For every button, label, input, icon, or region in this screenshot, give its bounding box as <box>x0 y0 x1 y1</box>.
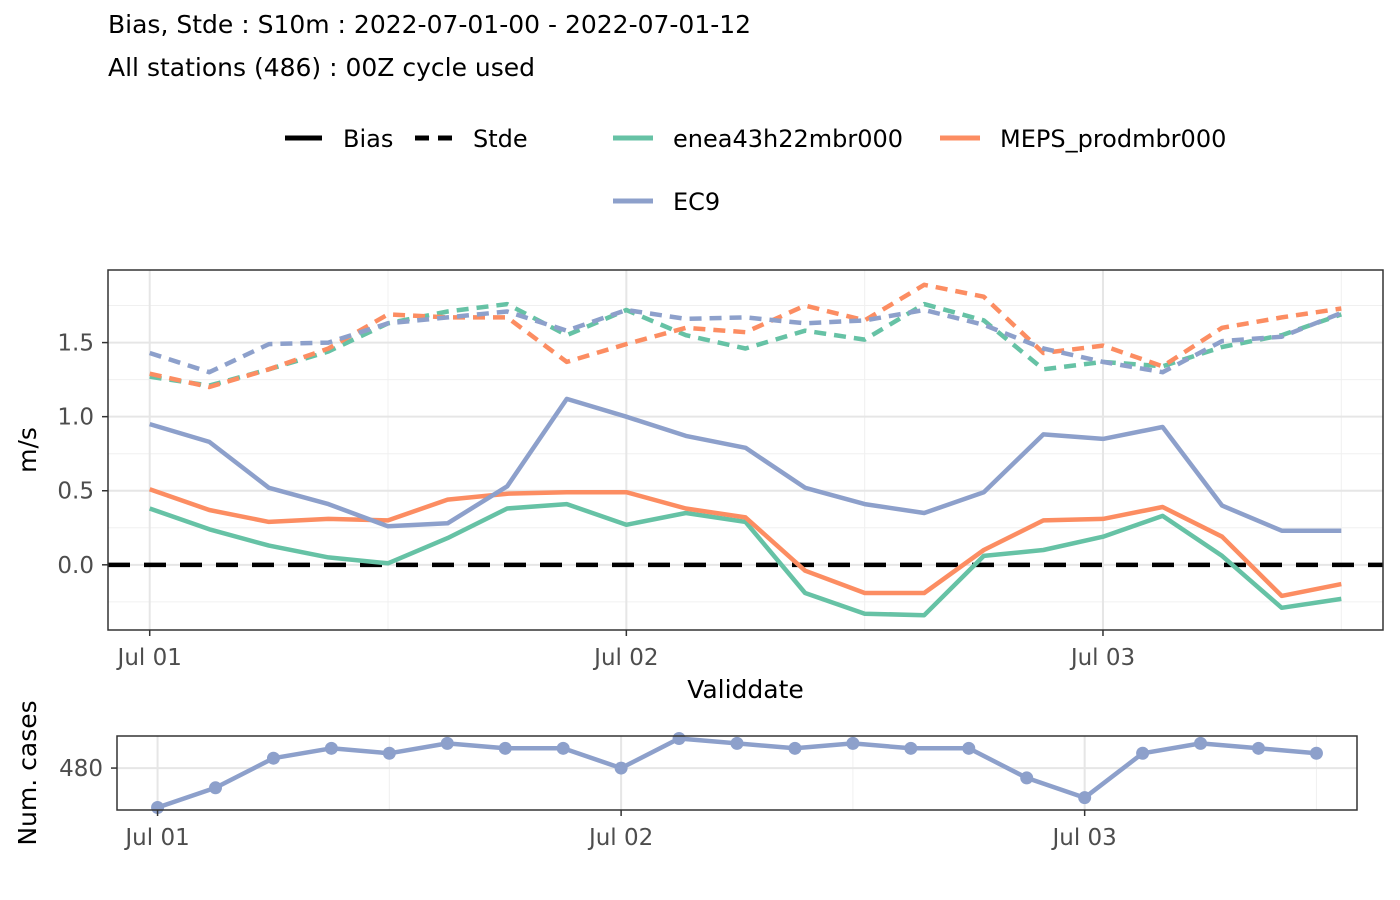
x-tick-label-0: Jul 01 <box>116 645 182 671</box>
y-tick-label-1: 0.5 <box>57 479 94 505</box>
cases-point-17 <box>1136 746 1150 760</box>
y-tick-label-0: 0.0 <box>57 553 94 579</box>
cases-point-20 <box>1309 746 1323 760</box>
cases-point-6 <box>498 741 512 755</box>
x-tick-label-1: Jul 02 <box>592 645 658 671</box>
series-line-bias-1 <box>148 487 1342 599</box>
legend-label-stde: Stde <box>473 125 528 153</box>
cases-point-12 <box>846 736 860 750</box>
x-axis-label: Validdate <box>687 675 804 704</box>
legend-label-bias: Bias <box>343 125 393 153</box>
cases-point-19 <box>1251 741 1265 755</box>
cases-point-13 <box>904 741 918 755</box>
series-line-stde-3 <box>149 301 1343 388</box>
cases-y-axis-label: Num. cases <box>13 700 42 845</box>
panel-border-cases <box>116 735 1358 811</box>
legend-label-model-1: MEPS_prodmbr000 <box>1000 125 1226 153</box>
x-tick-label-2: Jul 03 <box>1069 645 1135 671</box>
cases-point-10 <box>730 736 744 750</box>
cases-point-2 <box>266 751 280 765</box>
x2-tick-label-2: Jul 03 <box>1050 825 1116 851</box>
cases-point-7 <box>556 741 570 755</box>
cases-point-0 <box>151 801 165 815</box>
series-line-bias-0 <box>148 501 1342 618</box>
cases-point-11 <box>788 741 802 755</box>
cases-point-16 <box>1078 791 1092 805</box>
y-tick-label-3: 1.5 <box>57 331 94 357</box>
series-line-stde-5 <box>149 307 1343 375</box>
y-tick-label-2: 1.0 <box>57 405 94 431</box>
y2-tick-label-0: 480 <box>59 756 103 782</box>
series-line-bias-2 <box>149 396 1342 533</box>
cases-point-9 <box>672 731 686 745</box>
panel-border-main <box>107 269 1384 631</box>
cases-point-5 <box>440 736 454 750</box>
cases-point-8 <box>614 761 628 775</box>
x2-tick-label-0: Jul 01 <box>123 825 189 851</box>
legend-label-model-0: enea43h22mbr000 <box>673 125 903 153</box>
chart-title-line-2: All stations (486) : 00Z cycle used <box>108 53 536 82</box>
cases-point-3 <box>324 741 338 755</box>
legend-label-model-2: EC9 <box>673 188 720 216</box>
cases-point-18 <box>1194 736 1208 750</box>
cases-point-15 <box>1020 771 1034 785</box>
cases-point-1 <box>209 781 223 795</box>
x2-tick-label-1: Jul 02 <box>587 825 653 851</box>
cases-point-14 <box>962 741 976 755</box>
chart-title-line-1: Bias, Stde : S10m : 2022-07-01-00 - 2022… <box>108 10 752 39</box>
y-axis-label: m/s <box>13 427 42 473</box>
cases-point-4 <box>382 746 396 760</box>
